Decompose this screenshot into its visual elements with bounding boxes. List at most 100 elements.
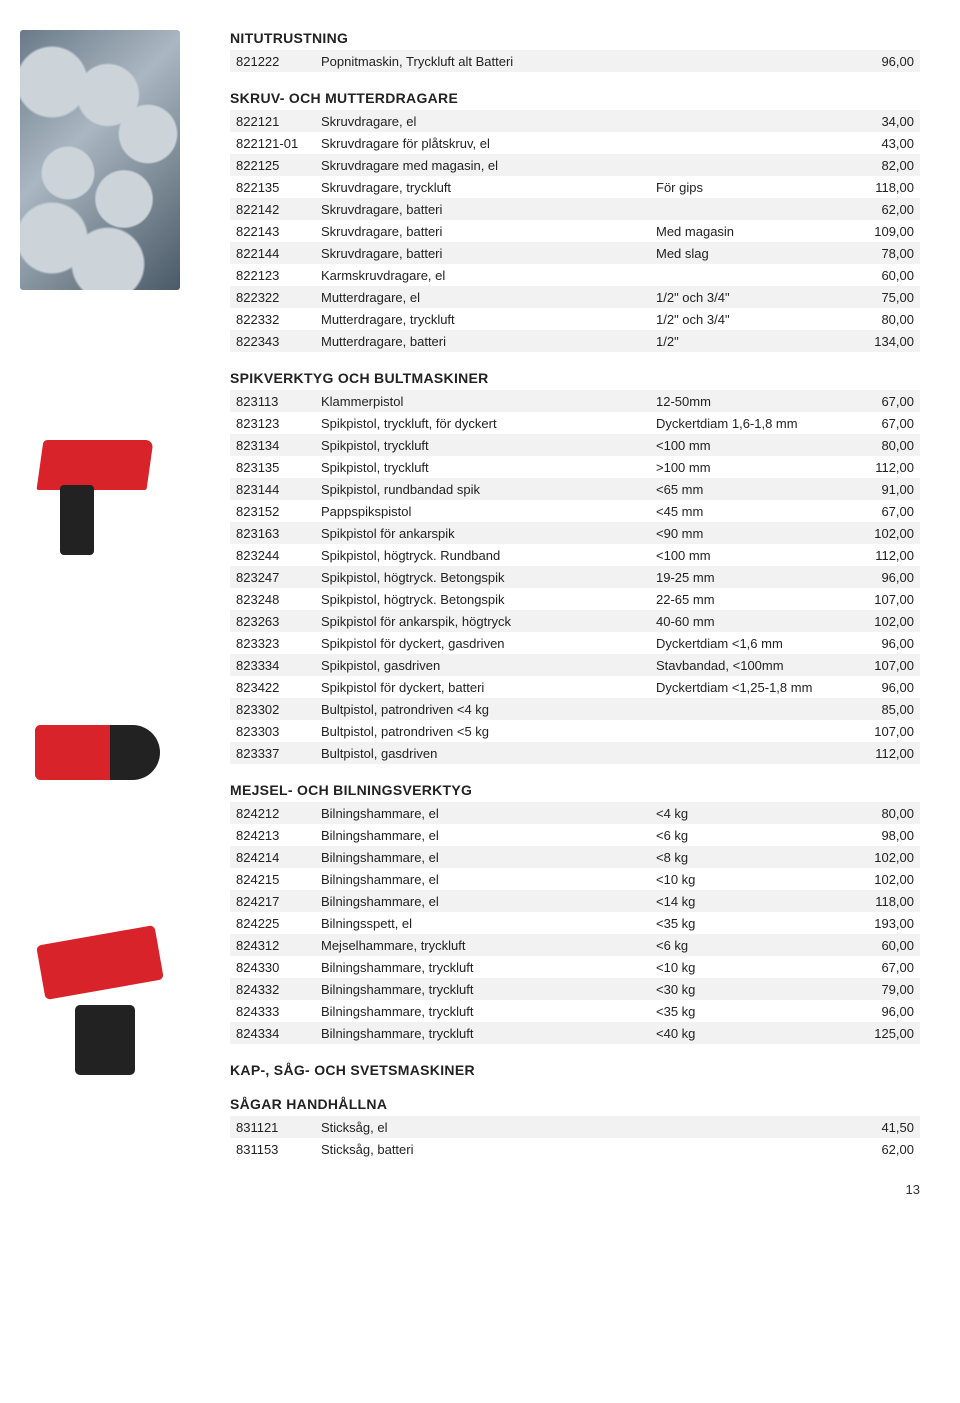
product-price: 79,00 xyxy=(845,978,920,1000)
product-price: 91,00 xyxy=(845,478,920,500)
table-row: 822332Mutterdragare, tryckluft1/2" och 3… xyxy=(230,308,920,330)
product-price: 41,50 xyxy=(845,1116,920,1138)
section-title: NITUTRUSTNING xyxy=(230,30,920,46)
section-title: SÅGAR HANDHÅLLNA xyxy=(230,1096,920,1112)
product-code: 823123 xyxy=(230,412,315,434)
product-spec xyxy=(650,1138,845,1160)
product-price: 67,00 xyxy=(845,412,920,434)
table-row: 823152Pappspikspistol<45 mm67,00 xyxy=(230,500,920,522)
product-price: 193,00 xyxy=(845,912,920,934)
product-code: 823337 xyxy=(230,742,315,764)
product-code: 823134 xyxy=(230,434,315,456)
product-code: 824334 xyxy=(230,1022,315,1044)
product-code: 822143 xyxy=(230,220,315,242)
product-price: 60,00 xyxy=(845,934,920,956)
product-spec xyxy=(650,198,845,220)
catalog-page: NITUTRUSTNING821222Popnitmaskin, Trycklu… xyxy=(0,0,960,1180)
product-spec xyxy=(650,110,845,132)
table-row: 824334Bilningshammare, tryckluft<40 kg12… xyxy=(230,1022,920,1044)
product-code: 822343 xyxy=(230,330,315,352)
product-price: 96,00 xyxy=(845,566,920,588)
product-code: 831153 xyxy=(230,1138,315,1160)
product-code: 824212 xyxy=(230,802,315,824)
product-code: 823152 xyxy=(230,500,315,522)
product-spec: 1/2" och 3/4" xyxy=(650,286,845,308)
product-price: 62,00 xyxy=(845,1138,920,1160)
table-row: 822123Karmskruvdragare, el60,00 xyxy=(230,264,920,286)
product-spec: Dyckertdiam <1,6 mm xyxy=(650,632,845,654)
product-spec: <14 kg xyxy=(650,890,845,912)
product-description: Popnitmaskin, Tryckluft alt Batteri xyxy=(315,50,650,72)
section-title: SKRUV- OCH MUTTERDRAGARE xyxy=(230,90,920,106)
product-price: 34,00 xyxy=(845,110,920,132)
product-spec xyxy=(650,264,845,286)
product-price: 82,00 xyxy=(845,154,920,176)
product-description: Sticksåg, batteri xyxy=(315,1138,650,1160)
product-description: Spikpistol, högtryck. Rundband xyxy=(315,544,650,566)
product-price: 78,00 xyxy=(845,242,920,264)
product-price: 107,00 xyxy=(845,654,920,676)
product-spec: Med magasin xyxy=(650,220,845,242)
product-spec: <100 mm xyxy=(650,434,845,456)
product-spec: <4 kg xyxy=(650,802,845,824)
sidebar-image-nailgun xyxy=(20,410,180,570)
table-row: 823244Spikpistol, högtryck. Rundband<100… xyxy=(230,544,920,566)
product-description: Spikpistol för dyckert, batteri xyxy=(315,676,650,698)
product-price: 96,00 xyxy=(845,1000,920,1022)
table-row: 823263Spikpistol för ankarspik, högtryck… xyxy=(230,610,920,632)
product-spec: Med slag xyxy=(650,242,845,264)
product-price: 102,00 xyxy=(845,868,920,890)
product-spec: 40-60 mm xyxy=(650,610,845,632)
product-code: 823244 xyxy=(230,544,315,566)
product-description: Bilningshammare, el xyxy=(315,824,650,846)
product-spec: <65 mm xyxy=(650,478,845,500)
product-description: Spikpistol, rundbandad spik xyxy=(315,478,650,500)
product-description: Spikpistol för ankarspik, högtryck xyxy=(315,610,650,632)
product-code: 822322 xyxy=(230,286,315,308)
product-code: 823334 xyxy=(230,654,315,676)
product-price: 112,00 xyxy=(845,544,920,566)
product-description: Skruvdragare med magasin, el xyxy=(315,154,650,176)
product-price: 60,00 xyxy=(845,264,920,286)
product-spec xyxy=(650,50,845,72)
product-price: 125,00 xyxy=(845,1022,920,1044)
price-table: 831121Sticksåg, el 41,50 831153Sticksåg, b… xyxy=(230,1116,920,1160)
product-spec xyxy=(650,154,845,176)
table-row: 823113Klammerpistol12-50mm67,00 xyxy=(230,390,920,412)
product-description: Spikpistol, tryckluft, för dyckert xyxy=(315,412,650,434)
product-description: Bilningshammare, tryckluft xyxy=(315,978,650,1000)
product-spec: <40 kg xyxy=(650,1022,845,1044)
product-code: 822332 xyxy=(230,308,315,330)
product-code: 822121-01 xyxy=(230,132,315,154)
product-code: 831121 xyxy=(230,1116,315,1138)
table-row: 823334Spikpistol, gasdrivenStavbandad, <… xyxy=(230,654,920,676)
product-price: 80,00 xyxy=(845,434,920,456)
product-description: Pappspikspistol xyxy=(315,500,650,522)
product-code: 823163 xyxy=(230,522,315,544)
product-price: 96,00 xyxy=(845,632,920,654)
product-code: 824213 xyxy=(230,824,315,846)
table-row: 824312Mejselhammare, tryckluft<6 kg60,00 xyxy=(230,934,920,956)
table-row: 831121Sticksåg, el 41,50 xyxy=(230,1116,920,1138)
product-code: 823135 xyxy=(230,456,315,478)
product-description: Bilningshammare, el xyxy=(315,846,650,868)
product-description: Skruvdragare, batteri xyxy=(315,242,650,264)
product-description: Mutterdragare, tryckluft xyxy=(315,308,650,330)
product-spec xyxy=(650,698,845,720)
table-row: 824212Bilningshammare, el<4 kg80,00 xyxy=(230,802,920,824)
table-row: 824217Bilningshammare, el<14 kg118,00 xyxy=(230,890,920,912)
product-spec: <6 kg xyxy=(650,934,845,956)
product-code: 823302 xyxy=(230,698,315,720)
image-sidebar xyxy=(20,30,200,1160)
table-row: 823163Spikpistol för ankarspik<90 mm102,… xyxy=(230,522,920,544)
product-description: Bultpistol, gasdriven xyxy=(315,742,650,764)
product-price: 98,00 xyxy=(845,824,920,846)
product-price: 62,00 xyxy=(845,198,920,220)
product-description: Klammerpistol xyxy=(315,390,650,412)
product-code: 823323 xyxy=(230,632,315,654)
product-price: 118,00 xyxy=(845,176,920,198)
table-row: 823323Spikpistol för dyckert, gasdrivenD… xyxy=(230,632,920,654)
table-row: 822125Skruvdragare med magasin, el82,00 xyxy=(230,154,920,176)
product-price: 112,00 xyxy=(845,456,920,478)
product-description: Sticksåg, el xyxy=(315,1116,650,1138)
